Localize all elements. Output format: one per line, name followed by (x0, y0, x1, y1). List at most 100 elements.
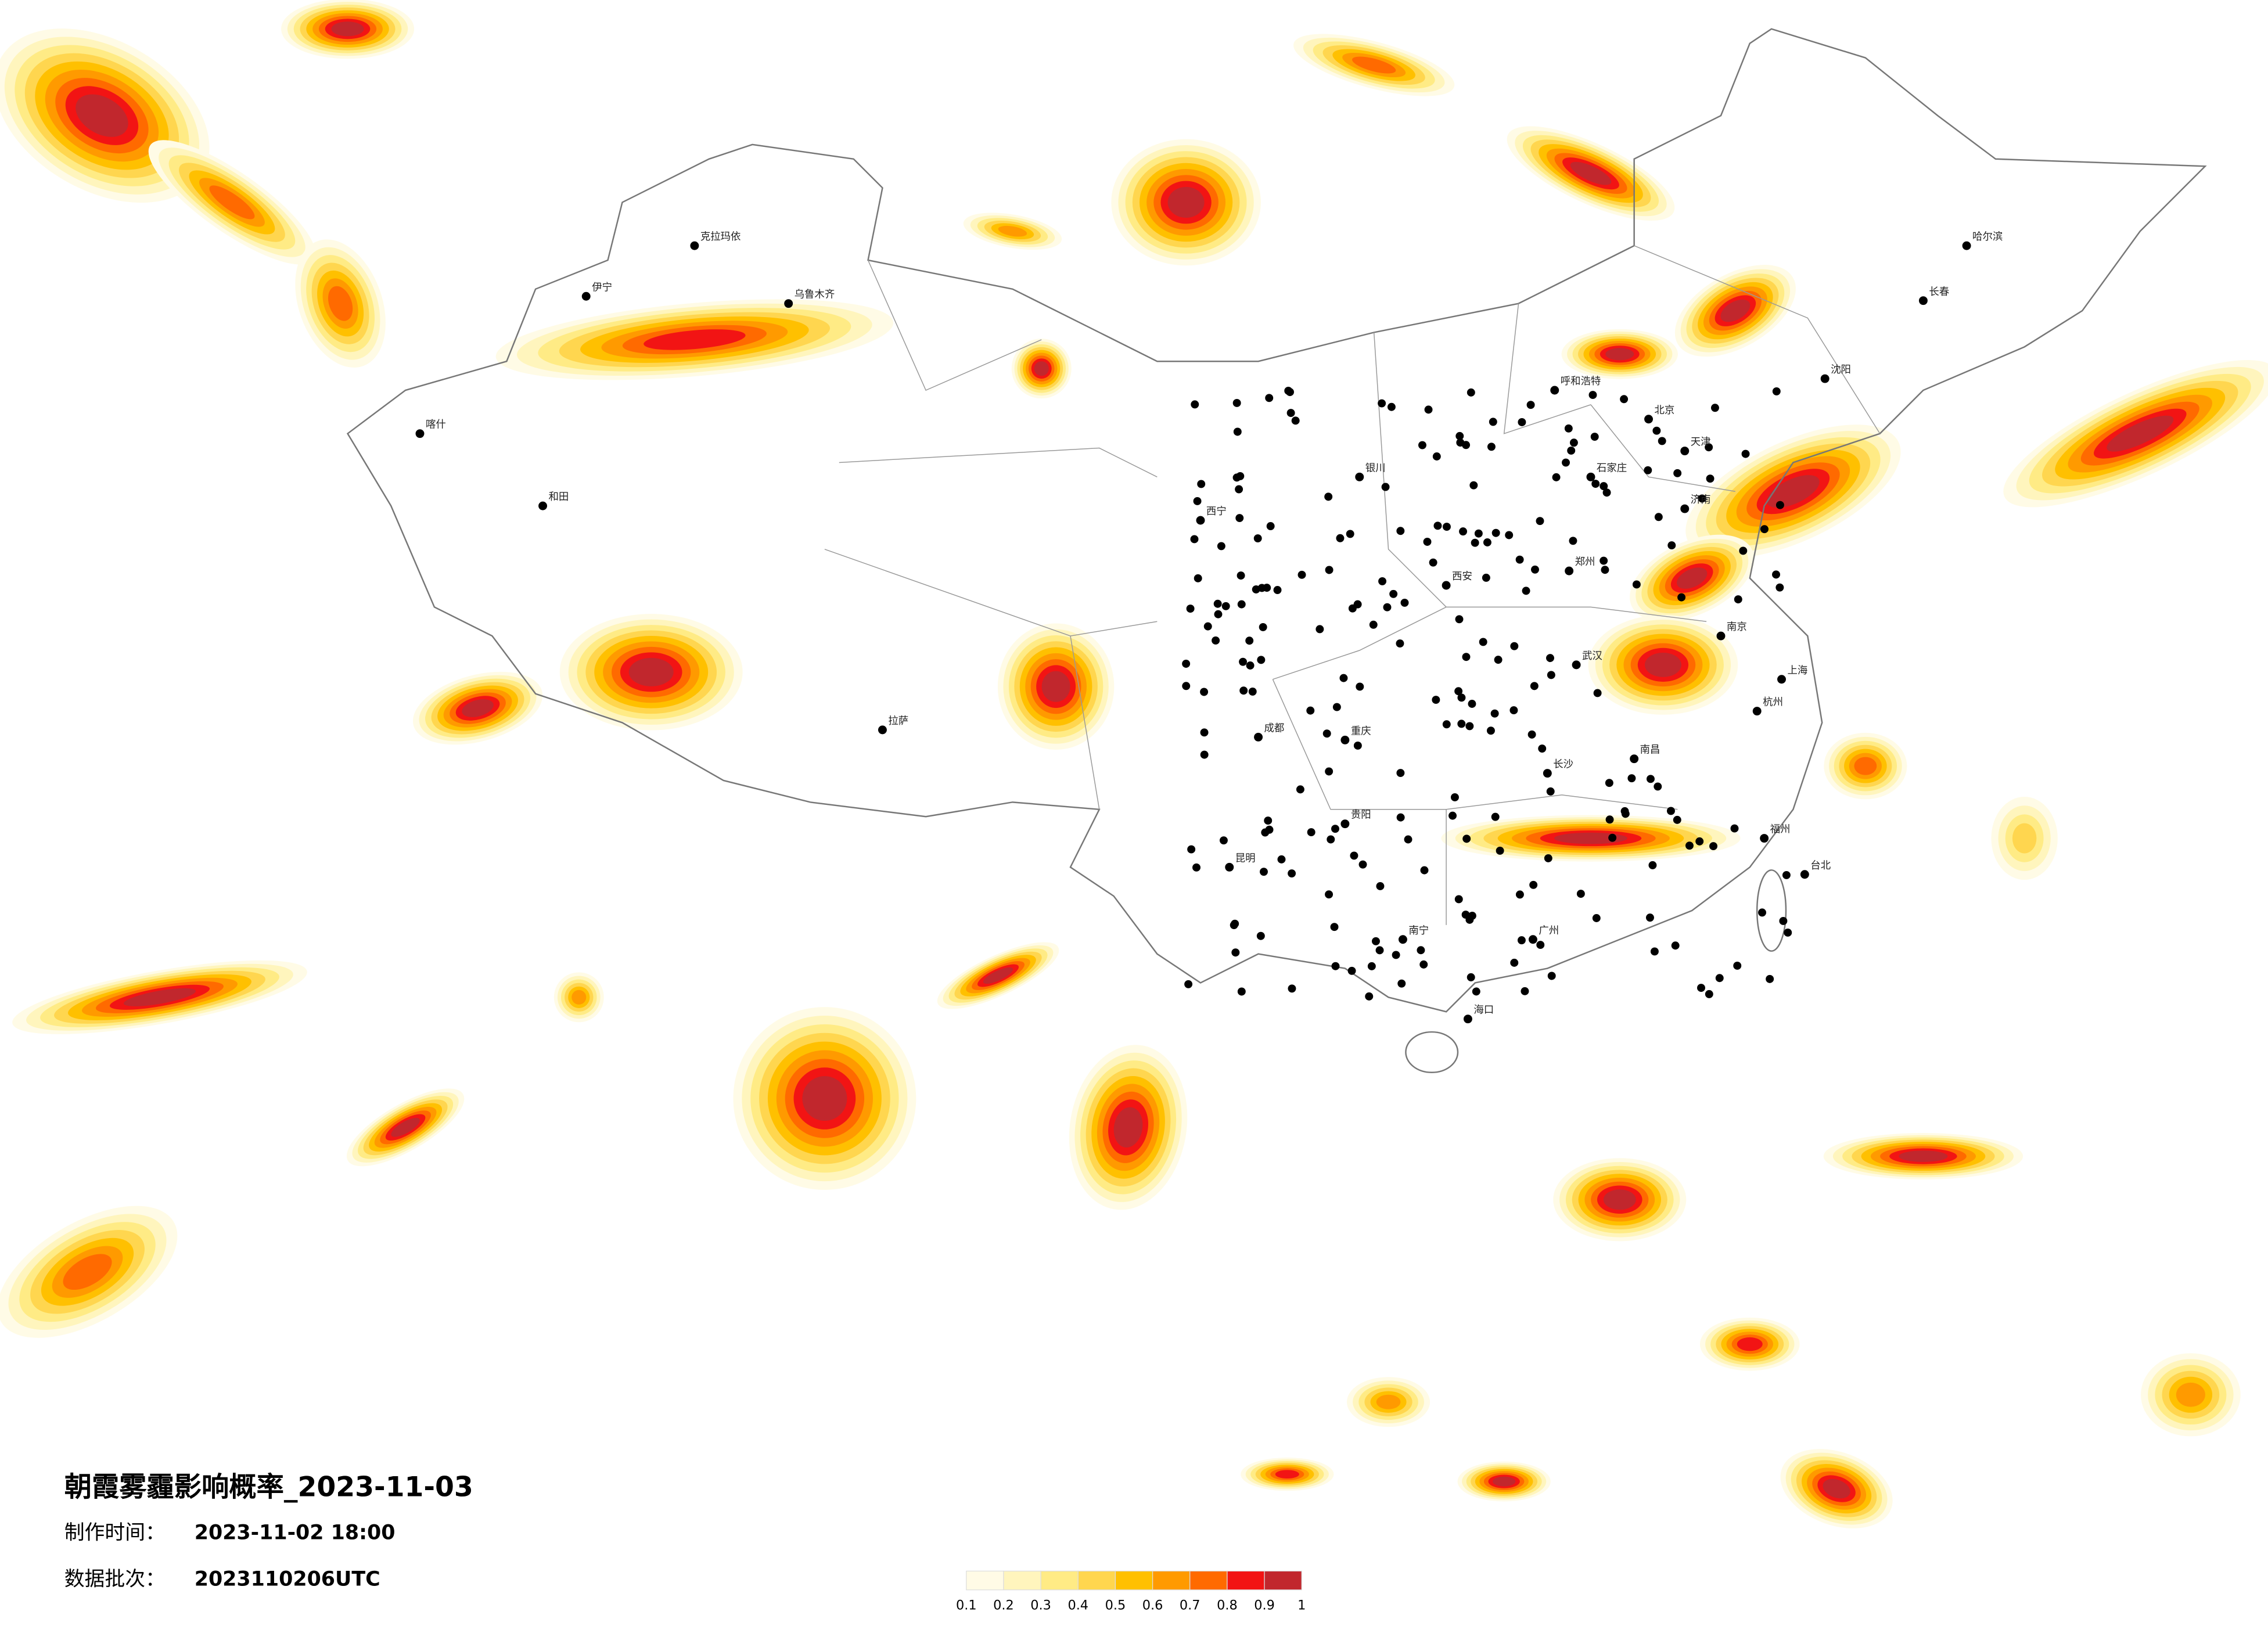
city-label: 海口 (1473, 1005, 1494, 1016)
city-dot (1397, 979, 1406, 988)
haze-patch (644, 329, 746, 350)
city-dot (1186, 605, 1195, 613)
city-dot (1522, 587, 1530, 595)
haze-patch (1041, 671, 1070, 702)
city-dot (1733, 961, 1742, 970)
city-dot (1509, 706, 1518, 715)
city-dot (1671, 941, 1680, 950)
city-dot (1442, 720, 1451, 729)
city-dot (1673, 815, 1681, 824)
city-dot (1213, 599, 1222, 608)
city-dot (1254, 732, 1263, 742)
city-label: 石家庄 (1597, 462, 1627, 474)
city-dot (1457, 720, 1466, 728)
city-dot (1601, 566, 1609, 574)
city-dot (1962, 241, 1971, 250)
city-dot (1648, 861, 1657, 869)
city-dot (1515, 890, 1524, 899)
city-dot (1221, 602, 1230, 610)
city-dot (1455, 431, 1464, 440)
colorbar-swatch (1003, 1570, 1041, 1591)
city-dot (1565, 566, 1574, 575)
city-dot (1187, 845, 1196, 854)
city-label: 上海 (1787, 665, 1807, 677)
city-dot (1196, 516, 1205, 525)
haze-patch (331, 21, 364, 37)
city-dot (1459, 527, 1468, 536)
city-dot (1346, 530, 1354, 538)
haze-patch (1854, 757, 1877, 775)
city-dot (1538, 744, 1547, 753)
colorbar-tick-label: 0.5 (1105, 1598, 1126, 1613)
country-border (346, 28, 2207, 1013)
city-dot (1264, 816, 1273, 825)
city-dot (1455, 615, 1464, 624)
city-dot (1710, 404, 1719, 412)
city-dot (1552, 473, 1561, 481)
city-dot (1510, 642, 1519, 650)
city-dot (1527, 730, 1536, 739)
production-time: 2023-11-02 18:00 (195, 1521, 396, 1545)
city-dot (1332, 703, 1341, 711)
city-label: 克拉玛依 (700, 231, 741, 243)
city-dot (1350, 851, 1358, 860)
city-dot (1396, 527, 1405, 535)
haze-patch (998, 225, 1027, 237)
city-dot (1358, 860, 1367, 869)
city-dot (1232, 398, 1241, 407)
city-dot (1398, 935, 1407, 944)
city-dot (1772, 570, 1780, 579)
city-dot (1252, 585, 1260, 593)
city-dot (1383, 603, 1392, 611)
city-label: 哈尔滨 (1972, 231, 2003, 243)
city-dot (1389, 589, 1398, 598)
city-dot (1472, 987, 1480, 996)
city-dot (1705, 443, 1713, 452)
city-dot (1376, 882, 1385, 890)
city-label: 福州 (1770, 824, 1791, 836)
city-dot (1245, 636, 1254, 645)
city-dot (1463, 1015, 1472, 1024)
city-dot (1246, 661, 1255, 670)
colorbar-swatch (1152, 1570, 1191, 1591)
city-dot (1673, 469, 1682, 477)
city-label: 武汉 (1582, 650, 1602, 662)
city-dot (1193, 497, 1202, 505)
city-dot (1253, 534, 1262, 543)
city-dot (1646, 775, 1655, 783)
city-dot (1777, 675, 1786, 684)
city-dot (1593, 689, 1602, 697)
city-label: 和田 (549, 491, 569, 503)
haze-patch (63, 1254, 112, 1290)
haze-patch (328, 286, 353, 321)
city-dot (1454, 895, 1463, 904)
city-dot (1734, 595, 1742, 604)
city-dot (1378, 399, 1386, 408)
city-dot (1483, 538, 1491, 546)
city-dot (1306, 706, 1315, 715)
city-dot (1330, 923, 1339, 931)
haze-patch (1376, 1394, 1401, 1409)
city-dot (1296, 785, 1304, 794)
city-dot (1547, 972, 1556, 980)
city-dot (1448, 811, 1457, 820)
city-dot (1214, 610, 1223, 618)
city-dot (1467, 973, 1475, 981)
city-dot (1288, 869, 1296, 878)
city-dot (1588, 391, 1597, 400)
city-dot (1356, 682, 1364, 691)
city-dot (1645, 913, 1654, 922)
city-label: 长春 (1929, 286, 1949, 298)
city-dot (1494, 656, 1503, 664)
city-dot (1752, 707, 1762, 715)
city-dot (1510, 958, 1519, 967)
city-dot (1381, 483, 1390, 491)
city-dot (1741, 449, 1750, 458)
city-dot (1191, 400, 1199, 409)
colorbar-swatch (1227, 1570, 1265, 1591)
taiwan (1756, 869, 1787, 952)
city-dot (1491, 528, 1500, 537)
haze-patch (462, 699, 494, 717)
city-dot (1392, 951, 1400, 959)
